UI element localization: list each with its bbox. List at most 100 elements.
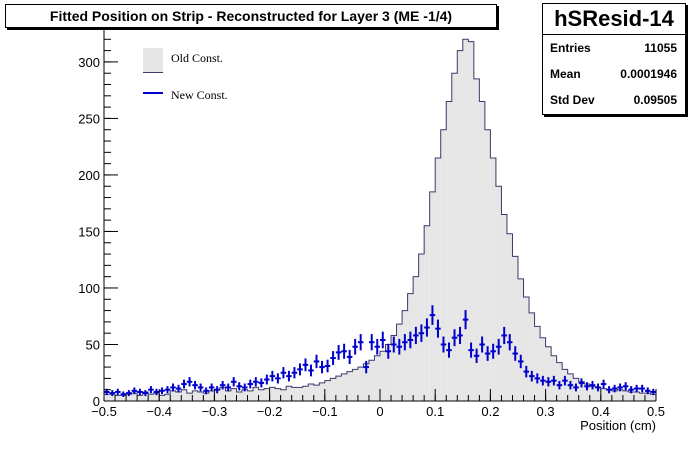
old-const-bar [595,387,601,401]
x-tick-label: −0.5 [91,404,117,419]
new-const-point [214,386,220,394]
new-const-point [225,383,231,392]
old-const-bar [175,391,182,401]
old-const-histogram [103,38,657,402]
new-const-point [242,383,248,392]
old-const-bar [628,391,634,401]
new-const-point [479,336,485,353]
legend-label-new: New Const. [171,88,228,102]
x-tick-label: 0.4 [592,404,610,419]
new-const-point [402,334,408,351]
new-const-point [611,384,618,393]
old-const-bar [219,387,226,401]
y-tick-label: 200 [78,168,100,183]
new-const-point [540,375,546,386]
old-const-bar [170,390,176,401]
old-const-bar [352,369,358,401]
new-const-point [247,379,254,389]
new-const-point [357,334,364,351]
new-const-point [435,319,441,338]
x-tick-label: 0.3 [537,404,555,419]
old-const-bar [286,386,292,401]
old-const-bar [297,387,303,401]
new-const-point [109,390,116,397]
old-const-bar [335,376,342,401]
old-const-bar [462,39,469,401]
old-const-bar [236,391,242,401]
x-tick-label: −0.3 [202,404,228,419]
old-const-bar [109,394,116,401]
y-tick-label: 300 [78,55,100,70]
new-const-point [650,388,656,396]
old-const-bar [164,394,171,401]
stats-entries-label: Entries [550,41,591,55]
new-const-point [440,336,447,353]
old-const-bar [451,73,458,401]
old-const-outline [103,38,657,401]
old-const-bar [247,390,254,401]
legend-item-old: Old Const. [143,45,273,73]
new-const-point [324,359,331,373]
old-const-bar [208,390,215,401]
new-const-point [164,386,171,394]
old-const-bar [159,395,165,401]
old-const-bar [120,395,127,401]
old-const-bar [280,389,287,401]
new-const-point [258,378,265,388]
y-tick-label: 0 [93,394,100,409]
new-const-point [120,391,127,397]
new-const-point [297,363,303,376]
new-const-point [219,380,226,390]
new-const-point [633,384,640,393]
old-const-bar [153,393,160,401]
new-const-point [186,377,193,387]
legend-swatch-new [143,92,163,94]
new-const-point [115,388,121,396]
old-const-bar [142,391,149,401]
old-const-bar [330,378,336,401]
new-const-point [197,383,204,392]
new-const-point [335,344,342,360]
new-const-point [352,338,358,355]
axis-ticks: −0.5 −0.4 −0.3 −0.2 −0.1 0 0.1 0.2 0.3 0.4 0.5 0 50 1… [78,27,665,419]
old-const-bar [374,355,380,401]
old-const-bar [545,346,552,401]
old-const-bar [126,394,132,401]
old-const-bar [230,388,237,401]
old-const-bar [115,395,121,401]
stats-entries-row: Entries 11055 [543,35,685,61]
new-const-point [148,386,154,394]
new-const-point [286,370,292,382]
new-const-point [363,360,369,374]
old-const-bar [440,129,447,401]
old-const-bar [611,390,618,401]
old-const-bar [391,335,397,401]
old-const-bar [385,344,392,401]
new-const-point [606,386,612,394]
old-const-bar [589,386,596,401]
new-const-point [192,380,198,390]
old-const-bar [181,389,187,401]
old-const-bar [523,297,530,401]
new-const-point [567,380,574,390]
old-const-bar [363,363,369,401]
x-tick-label: 0.2 [481,404,499,419]
legend-swatch-old [143,48,163,73]
x-tick-label: −0.1 [312,404,338,419]
old-const-bar [424,225,430,401]
new-const-point [429,305,436,325]
new-const-point [473,348,480,363]
new-const-point [584,382,590,391]
new-const-point [468,342,474,358]
new-const-point [142,390,149,397]
old-const-bar [275,388,281,401]
stats-histogram-name: hSResid-14 [543,4,685,35]
old-const-bar [225,390,231,401]
stats-mean-row: Mean 0.0001946 [543,61,685,87]
new-const-point [562,375,568,386]
old-const-bar [633,391,640,401]
new-const-point [269,370,276,382]
new-const-point [391,336,397,353]
old-const-bar [291,387,298,401]
old-const-bar [639,393,645,401]
